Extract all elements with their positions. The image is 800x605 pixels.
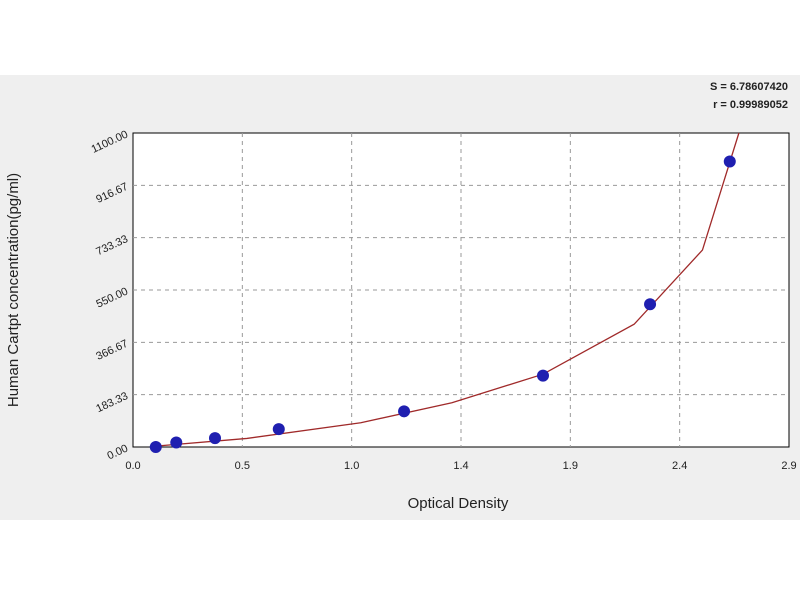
y-axis-label: Human Cartpt concentration(pg/ml) — [5, 173, 22, 407]
data-point — [723, 155, 736, 168]
fit-curve — [155, 132, 740, 447]
data-point — [149, 441, 162, 453]
data-point — [209, 432, 221, 445]
data-point — [272, 423, 285, 436]
x-tick-label: 0.5 — [235, 460, 250, 472]
x-axis-label: Optical Density — [408, 495, 509, 512]
annotation: r = 0.99989052 — [713, 99, 788, 111]
x-tick-label: 1.0 — [344, 460, 359, 472]
x-tick-label: 2.4 — [672, 460, 687, 472]
data-point — [170, 436, 183, 449]
x-tick-label: 1.4 — [453, 460, 468, 472]
x-tick-label: 2.9 — [781, 460, 796, 472]
data-point — [644, 298, 657, 311]
x-tick-label: 1.9 — [563, 460, 578, 472]
data-point — [537, 369, 549, 382]
x-tick-label: 0.0 — [125, 460, 140, 472]
data-point — [398, 405, 411, 418]
annotation: S = 6.78607420 — [710, 81, 788, 93]
